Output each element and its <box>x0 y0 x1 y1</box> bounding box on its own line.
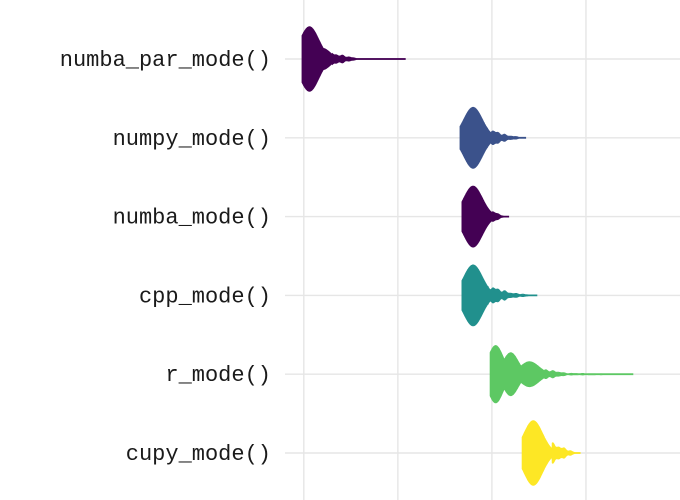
category-label: numba_mode() <box>113 206 271 231</box>
violin-cupy-mode <box>521 420 581 486</box>
violin-r-mode <box>489 345 634 404</box>
violin-series <box>301 26 634 486</box>
category-label: numba_par_mode() <box>60 48 271 73</box>
category-label: r_mode() <box>165 363 271 388</box>
violin-cpp-mode <box>461 264 538 327</box>
category-label: cpp_mode() <box>139 284 271 309</box>
violin-numba-mode <box>461 185 510 248</box>
category-label: numpy_mode() <box>113 127 271 152</box>
violin-numba-par-mode <box>301 26 406 92</box>
category-labels: numba_par_mode() numpy_mode() numba_mode()… <box>60 48 271 467</box>
category-label: cupy_mode() <box>126 442 271 467</box>
violin-numpy-mode <box>459 106 527 169</box>
gridlines <box>285 0 680 500</box>
